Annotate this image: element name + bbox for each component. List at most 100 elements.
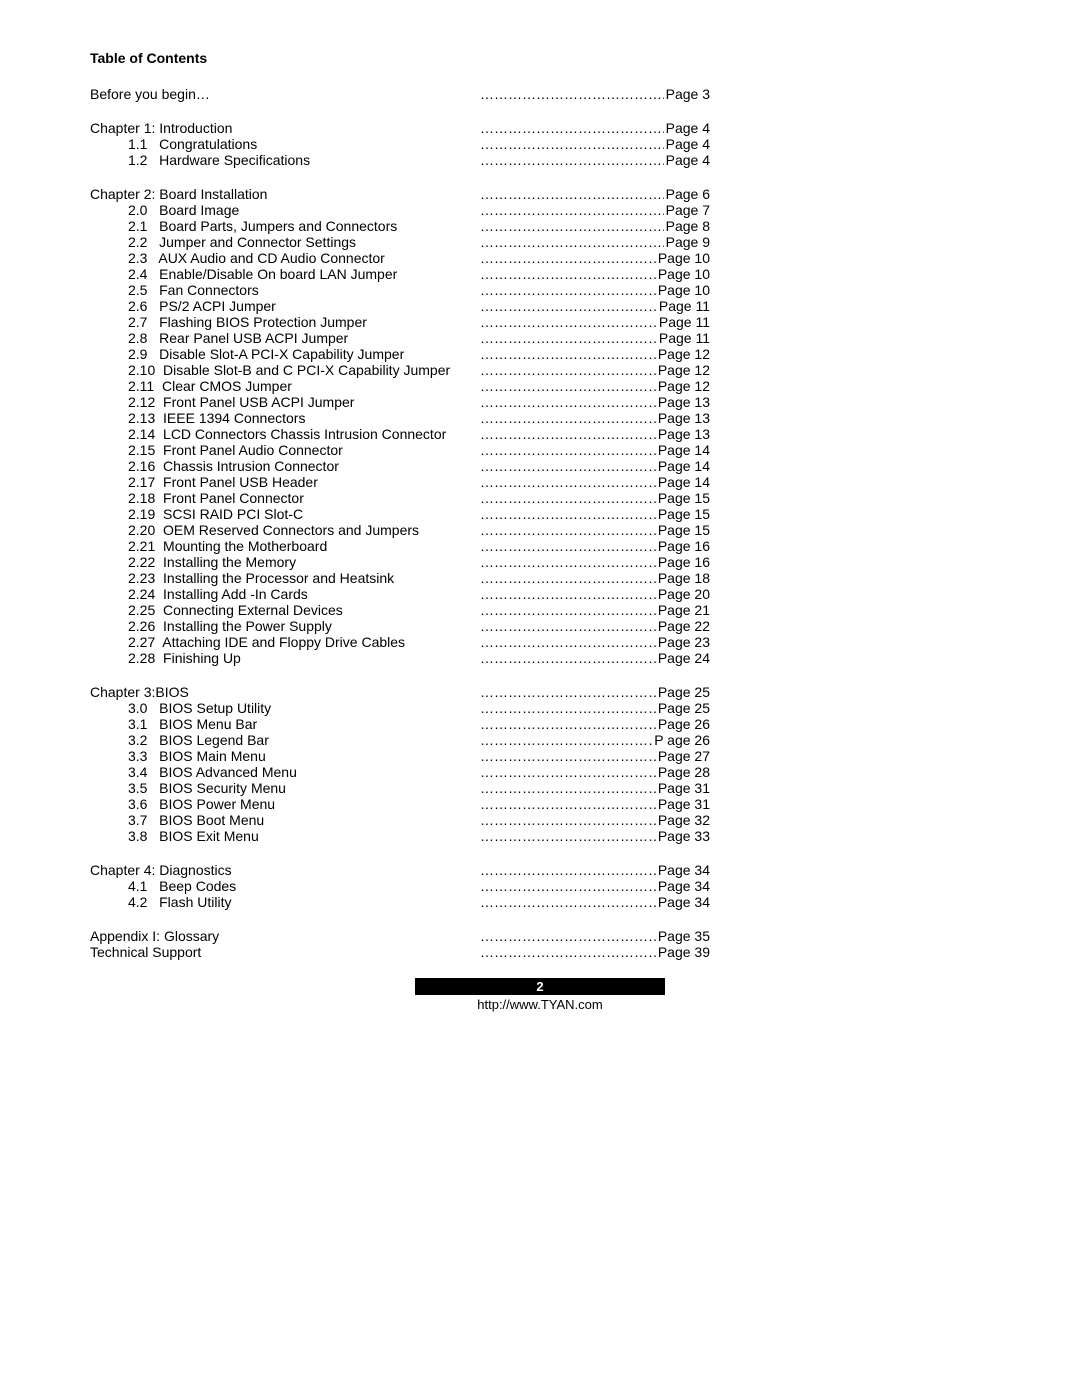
toc-entry-page-col: …………………………………..Page 14	[480, 474, 710, 490]
toc-entry-label: 2.14 LCD Connectors Chassis Intrusion Co…	[90, 426, 480, 442]
toc-entry-label: 2.23 Installing the Processor and Heatsi…	[90, 570, 480, 586]
toc-leader: …………………………………..	[480, 650, 656, 666]
toc-entry-page: Page 25	[656, 684, 710, 700]
toc-entry-page-col: …………………………………..Page 34	[480, 862, 710, 878]
toc-entry-page: Page 33	[656, 828, 710, 844]
toc-entry-label: 2.2 Jumper and Connector Settings	[90, 234, 480, 250]
toc-leader: …………………………………..	[480, 618, 656, 634]
toc-entry-label: 4.2 Flash Utility	[90, 894, 480, 910]
toc-entry: 2.3 AUX Audio and CD Audio Connector……………	[90, 250, 710, 266]
toc-entry-label: 2.4 Enable/Disable On board LAN Jumper	[90, 266, 480, 282]
toc-entry-page-col: …………………………………..Page 9	[480, 234, 710, 250]
toc-entry-page: Page 25	[656, 700, 710, 716]
toc-entry-page: Page 14	[656, 442, 710, 458]
toc-entry-page: Page 39	[656, 944, 710, 960]
toc-entry-label: 2.22 Installing the Memory	[90, 554, 480, 570]
toc-entry-page: Page 24	[656, 650, 710, 666]
toc-entry-page-col: …………………………………..Page 16	[480, 554, 710, 570]
toc-leader: …………………………………..	[480, 828, 656, 844]
toc-leader: …………………………………..	[480, 862, 656, 878]
toc-leader: …………………………………..	[480, 186, 664, 202]
toc-entry-label: 2.17 Front Panel USB Header	[90, 474, 480, 490]
toc-entry-page: Page 32	[656, 812, 710, 828]
toc-entry-page-col: …………………………………..Page 8	[480, 218, 710, 234]
toc-entry-page-col: …………………………………..Page 12	[480, 362, 710, 378]
toc-leader: …………………………………..	[480, 732, 652, 748]
toc-entry-page-col: …………………………………..Page 12	[480, 346, 710, 362]
toc-entry-page: Page 6	[664, 186, 710, 202]
toc-leader: …………………………………..	[480, 490, 656, 506]
toc-entry-label: 3.2 BIOS Legend Bar	[90, 732, 480, 748]
toc-entry-page-col: …………………………………..Page 27	[480, 748, 710, 764]
toc-leader: …………………………………..	[480, 928, 656, 944]
toc-entry-label: 3.7 BIOS Boot Menu	[90, 812, 480, 828]
toc-entry-page-col: …………………………………..Page 28	[480, 764, 710, 780]
toc-entry: 2.9 Disable Slot-A PCI-X Capability Jump…	[90, 346, 710, 362]
toc-leader: …………………………………..	[480, 202, 664, 218]
toc-entry: 2.17 Front Panel USB Header……………………………………	[90, 474, 710, 490]
toc-entry: 2.27 Attaching IDE and Floppy Drive Cabl…	[90, 634, 710, 650]
toc-entry-page: Page 15	[656, 506, 710, 522]
toc-entry-label: Before you begin…	[90, 86, 480, 102]
toc-entry: 2.0 Board Image…………………………………..Page 7	[90, 202, 710, 218]
toc-entry: 3.8 BIOS Exit Menu…………………………………..Page 33	[90, 828, 710, 844]
toc-leader: …………………………………..	[480, 586, 656, 602]
toc-leader: …………………………………..	[480, 298, 657, 314]
toc-entry-label: Chapter 4: Diagnostics	[90, 862, 480, 878]
toc-entry-page: Page 31	[656, 780, 710, 796]
toc-leader: …………………………………..	[480, 634, 656, 650]
toc-entry-page-col: …………………………………..Page 25	[480, 684, 710, 700]
toc-entry-page: Page 22	[656, 618, 710, 634]
toc-leader: …………………………………..	[480, 878, 656, 894]
toc-entry: 3.6 BIOS Power Menu…………………………………..Page 3…	[90, 796, 710, 812]
toc-entry-label: 2.15 Front Panel Audio Connector	[90, 442, 480, 458]
toc-entry-label: 2.9 Disable Slot-A PCI-X Capability Jump…	[90, 346, 480, 362]
toc-entry-page: Page 27	[656, 748, 710, 764]
toc-entry-page-col: …………………………………..Page 34	[480, 894, 710, 910]
toc-entry: Chapter 3:BIOS…………………………………..Page 25	[90, 684, 710, 700]
toc-entry-label: Chapter 2: Board Installation	[90, 186, 480, 202]
toc-entry-page-col: …………………………………..Page 11	[480, 314, 710, 330]
toc-entry: 2.2 Jumper and Connector Settings……………………	[90, 234, 710, 250]
toc-entry: 3.4 BIOS Advanced Menu…………………………………..Pag…	[90, 764, 710, 780]
toc-entry-label: 2.13 IEEE 1394 Connectors	[90, 410, 480, 426]
toc-entry-page: Page 35	[656, 928, 710, 944]
toc-leader: …………………………………..	[480, 362, 656, 378]
toc-entry-page-col: …………………………………..Page 13	[480, 426, 710, 442]
toc-entry-page-col: …………………………………..Page 15	[480, 522, 710, 538]
toc-entry-label: 2.26 Installing the Power Supply	[90, 618, 480, 634]
toc-entry: 2.16 Chassis Intrusion Connector………………………	[90, 458, 710, 474]
toc-entry-page-col: …………………………………..Page 11	[480, 330, 710, 346]
toc-entry: 2.10 Disable Slot-B and C PCI-X Capabili…	[90, 362, 710, 378]
toc-entry-label: 3.8 BIOS Exit Menu	[90, 828, 480, 844]
toc-leader: …………………………………..	[480, 152, 664, 168]
toc-entry-page-col: …………………………………..Page 10	[480, 250, 710, 266]
toc-entry: 2.15 Front Panel Audio Connector………………………	[90, 442, 710, 458]
toc-entry-page: Page 11	[657, 314, 710, 330]
toc-leader: …………………………………..	[480, 442, 656, 458]
toc-entry-label: 3.6 BIOS Power Menu	[90, 796, 480, 812]
toc-entry-page: Page 15	[656, 490, 710, 506]
toc-entry-page: Page 4	[664, 136, 710, 152]
toc-entry-label: Chapter 1: Introduction	[90, 120, 480, 136]
toc-entry: 2.22 Installing the Memory………………………………….…	[90, 554, 710, 570]
toc-leader: …………………………………..	[480, 812, 656, 828]
toc-entry: 2.26 Installing the Power Supply………………………	[90, 618, 710, 634]
toc-entry-page: Page 14	[656, 458, 710, 474]
toc-leader: …………………………………..	[480, 314, 657, 330]
toc-entry-page: Page 9	[664, 234, 710, 250]
toc-entry-page: Page 15	[656, 522, 710, 538]
toc-entry-page: Page 10	[656, 282, 710, 298]
toc-entry-page-col: …………………………………..Page 35	[480, 928, 710, 944]
toc-leader: …………………………………..	[480, 266, 656, 282]
toc-entry: Before you begin……………………………………..Page 3	[90, 86, 710, 102]
toc-entry-page: Page 13	[656, 426, 710, 442]
toc-body: Before you begin……………………………………..Page 3 Ch…	[90, 86, 990, 960]
toc-entry-page: Page 10	[656, 250, 710, 266]
toc-entry-label: 2.1 Board Parts, Jumpers and Connectors	[90, 218, 480, 234]
section-gap	[90, 102, 990, 120]
toc-entry: 2.11 Clear CMOS Jumper…………………………………..Pag…	[90, 378, 710, 394]
toc-entry-label: 2.19 SCSI RAID PCI Slot-C	[90, 506, 480, 522]
toc-leader: …………………………………..	[480, 136, 664, 152]
toc-entry-page: Page 34	[656, 894, 710, 910]
